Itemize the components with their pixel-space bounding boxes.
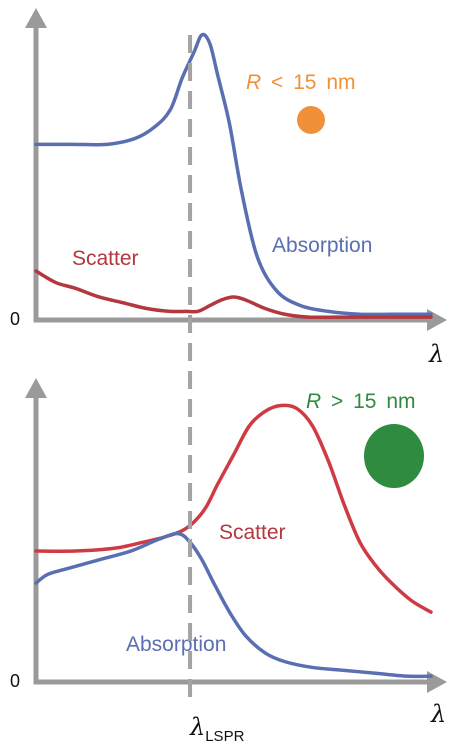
lspr-subscript: LSPR [205,728,244,745]
bottom-radius-variable: R [306,390,321,413]
bottom-absorption-label: Absorption [126,633,226,656]
bottom-x-axis-arrowhead [427,671,447,693]
top-scatter-label: Scatter [72,247,139,270]
bottom-radius-relation: > [331,390,343,413]
top-absorption-line [34,32,433,317]
top-x-axis-arrowhead [427,309,447,331]
top-particle-dot [297,106,325,134]
bottom-radius-unit: nm [386,390,415,413]
top-radius-relation: < [271,71,283,94]
top-zero-label: 0 [10,309,20,329]
bottom-x-axis-label: λ [430,700,446,728]
bottom-particle-dot [364,424,424,488]
bottom-radius-value: 15 [353,390,376,413]
bottom-radius-label: R > 15 nm [306,390,416,413]
top-panel: 0 λ R < 15 nm Scatter Absorption [10,8,447,368]
top-radius-value: 15 [293,71,316,94]
bottom-zero-label: 0 [10,671,20,691]
top-radius-label: R < 15 nm [246,71,356,94]
top-scatter-line [34,269,433,320]
top-y-axis-arrowhead [25,8,47,28]
bottom-absorption-line [34,531,433,679]
bottom-panel: 0 λ R > 15 nm Scatter Absorption [10,378,447,728]
bottom-y-axis-arrowhead [25,378,47,398]
top-absorption-label: Absorption [272,234,372,257]
lspr-label: λLSPR [189,713,245,745]
top-radius-variable: R [246,71,261,94]
top-radius-unit: nm [326,71,355,94]
top-x-axis-label: λ [428,340,444,368]
lspr-lambda: λ [189,713,205,741]
bottom-scatter-label: Scatter [219,521,286,544]
